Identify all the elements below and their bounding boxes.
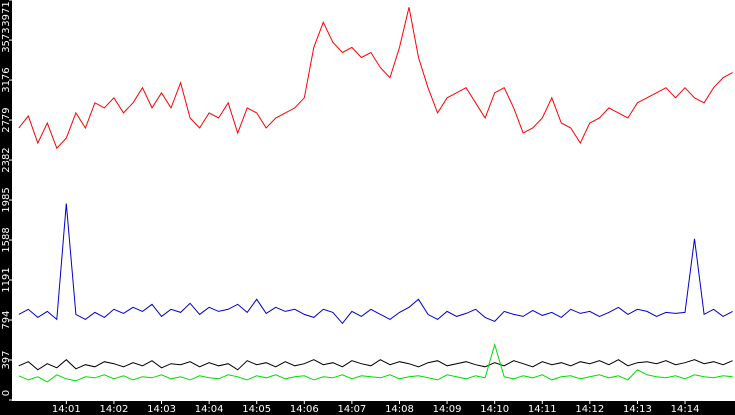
x-tick-label: 14:06 — [290, 404, 319, 415]
x-tick-label: 14:02 — [100, 404, 129, 415]
x-axis-bar — [0, 401, 735, 415]
y-tick-label: 0 — [1, 390, 12, 396]
series-line — [18, 203, 733, 325]
series-line — [18, 7, 733, 150]
x-tick-label: 14:04 — [195, 404, 224, 415]
x-tick-label: 14:14 — [671, 404, 700, 415]
x-tick-label: 14:12 — [575, 404, 604, 415]
y-tick-label: 794 — [1, 310, 12, 329]
y-tick-label: 3176 — [1, 67, 12, 92]
y-tick-label: 397 — [1, 350, 12, 369]
x-tick-label: 14:05 — [242, 404, 271, 415]
y-tick-label: 2779 — [1, 107, 12, 132]
x-tick-label: 14:03 — [147, 404, 176, 415]
x-tick-label: 14:13 — [623, 404, 652, 415]
series-line — [18, 342, 733, 383]
y-tick-label: 1191 — [1, 267, 12, 292]
y-tick-label: 2382 — [1, 147, 12, 172]
y-tick-label: 1588 — [1, 227, 12, 252]
y-axis-bar — [0, 0, 12, 415]
x-tick-label: 14:11 — [528, 404, 557, 415]
x-tick-label: 14:09 — [433, 404, 462, 415]
x-tick-label: 14:01 — [52, 404, 81, 415]
x-tick-label: 14:07 — [337, 404, 366, 415]
y-tick-label: 3971 — [1, 1, 12, 26]
y-tick-label: 3573 — [1, 27, 12, 52]
series-line — [18, 359, 733, 371]
y-tick-label: 1985 — [1, 187, 12, 212]
x-tick-label: 14:08 — [385, 404, 414, 415]
x-tick-label: 14:10 — [480, 404, 509, 415]
